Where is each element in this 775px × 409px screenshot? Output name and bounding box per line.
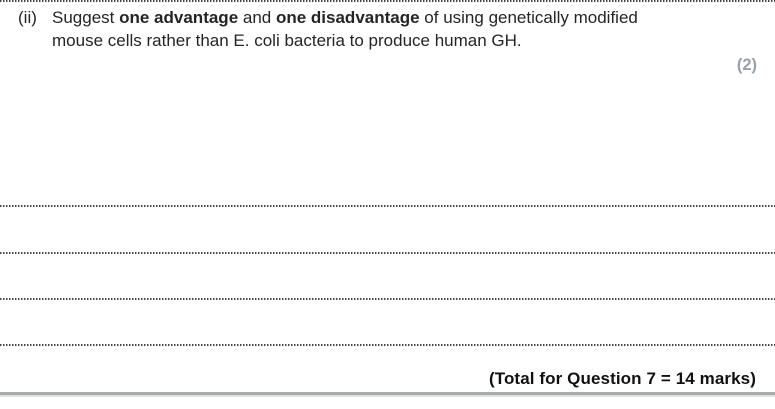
answer-line [0,0,775,2]
marks-badge: (2) [736,56,757,74]
question-text-segment: of using genetically modified [419,8,638,27]
question-text-segment: and [238,8,276,27]
answer-line [0,205,775,207]
answer-line [0,298,775,300]
question-text-bold-advantage: one advantage [119,8,239,27]
answer-line [0,344,775,346]
answer-line [0,252,775,254]
question-text-line2: mouse cells rather than E. coli bacteria… [52,31,522,50]
footer-divider [0,392,775,397]
total-marks-label: (Total for Question 7 = 14 marks) [488,369,756,388]
question-number: (ii) [18,8,37,27]
question-text-bold-disadvantage: one disadvantage [275,8,420,27]
question-text-segment: Suggest [52,8,120,27]
question-block: (ii) Suggest one advantage and one disad… [18,6,742,52]
question-text: Suggest one advantage and one disadvanta… [52,6,742,52]
